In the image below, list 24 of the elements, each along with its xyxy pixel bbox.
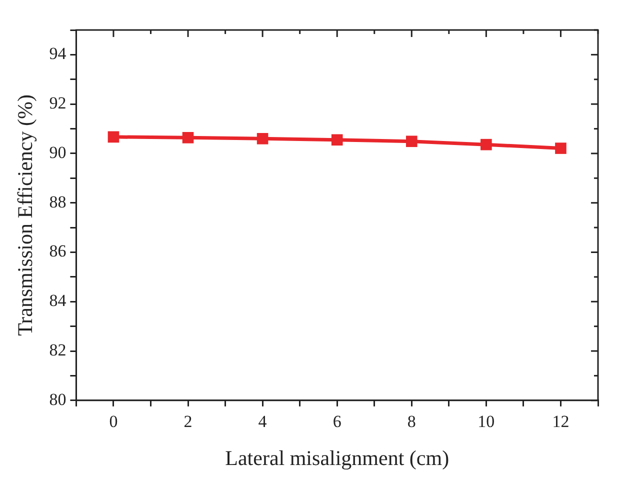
- point: [108, 131, 120, 143]
- x-tick-label: 12: [552, 412, 570, 432]
- point: [182, 132, 194, 144]
- y-tick-label: 80: [49, 390, 66, 409]
- x-tick-label: 0: [109, 412, 118, 432]
- y-tick-label: 88: [49, 192, 66, 212]
- x-axis-title: Lateral misalignment (cm): [225, 446, 450, 470]
- point: [480, 138, 492, 150]
- x-tick-label: 8: [407, 412, 416, 432]
- y-tick-label: 82: [49, 340, 66, 360]
- point: [256, 132, 268, 144]
- point: [331, 134, 343, 146]
- y-axis-title: Transmission Efficiency (%): [13, 94, 38, 336]
- y-tick-label: 86: [49, 242, 66, 261]
- point: [555, 142, 566, 154]
- y-tick-label: 90: [49, 142, 66, 162]
- y-tick-label: 94: [49, 44, 67, 64]
- x-tick-label: 6: [332, 412, 342, 432]
- x-tick-label: 2: [184, 412, 192, 432]
- point: [406, 136, 418, 148]
- x-tick-label: 4: [258, 412, 268, 432]
- x-tick-label: 10: [478, 412, 495, 432]
- y-tick-label: 92: [49, 94, 66, 113]
- y-tick-label: 84: [49, 291, 67, 310]
